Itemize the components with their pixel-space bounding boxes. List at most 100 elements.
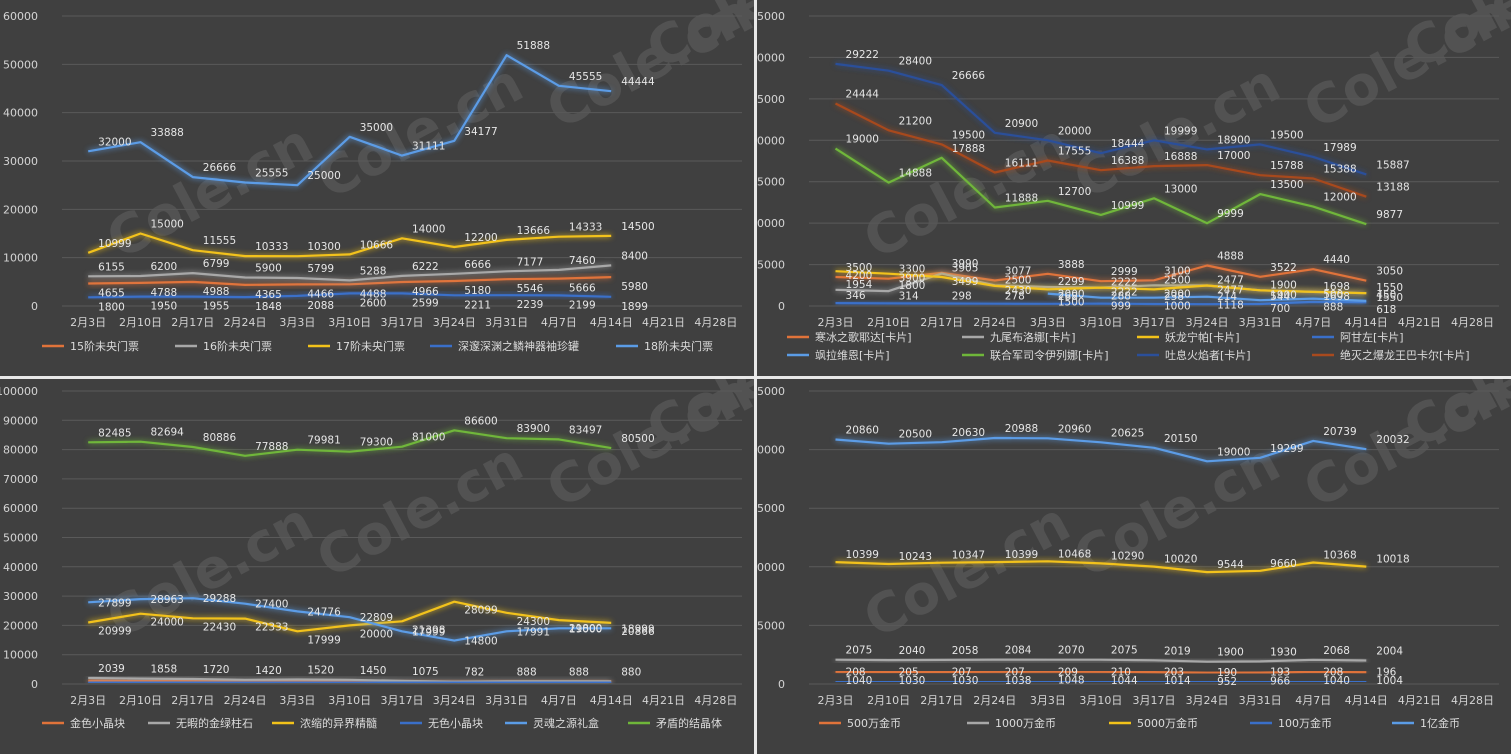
data-label: 10368 <box>1323 549 1356 561</box>
legend-item[interactable]: 矛盾的结晶体 <box>628 716 722 730</box>
data-label: 208 <box>1323 667 1343 679</box>
legend-item[interactable]: 500万金币 <box>819 716 901 730</box>
series-line <box>835 670 1367 674</box>
data-label: 5666 <box>569 283 596 295</box>
legend-item[interactable]: 17阶未央门票 <box>308 339 405 353</box>
legend-label: 500万金币 <box>847 716 901 730</box>
legend: 寒冰之歌耶达[卡片] 九尾布洛娜[卡片] 妖龙宁帕[卡片] 阿甘左[卡片] 飒拉维恩[卡… <box>787 330 1470 362</box>
x-tick-label: 2月24日 <box>224 316 267 329</box>
legend-item[interactable]: 吐息火焰者[卡片] <box>1137 348 1251 362</box>
series-2 <box>835 560 1367 574</box>
data-label: 3905 <box>952 263 979 275</box>
data-label: 9999 <box>1217 208 1244 220</box>
legend-item[interactable]: 联合军司令伊列娜[卡片] <box>962 348 1109 362</box>
legend-item[interactable]: 1000万金币 <box>967 716 1056 730</box>
data-label: 18999 <box>621 623 654 635</box>
x-tick-label: 2月17日 <box>920 694 963 707</box>
x-tick-label: 4月14日 <box>590 694 633 707</box>
legend-item[interactable]: 15阶未央门票 <box>42 339 139 353</box>
data-label: 80886 <box>203 432 237 444</box>
legend-label: 1亿金币 <box>1420 716 1460 730</box>
legend-item[interactable]: 深邃深渊之鳞神器袖珍罐 <box>430 339 579 353</box>
data-label: 16888 <box>1164 151 1197 163</box>
data-label: 288 <box>1111 291 1131 303</box>
y-tick-label: 30000 <box>3 155 38 168</box>
data-label: 7177 <box>517 256 544 268</box>
legend: 金色小晶块 无暇的金绿柱石 浓缩的异界精髓 无色小晶块 灵魂之源礼盒 矛盾的结晶体 <box>42 716 722 730</box>
data-label: 618 <box>1376 304 1396 316</box>
data-label: 20739 <box>1323 426 1356 438</box>
legend-item[interactable]: 无暇的金绿柱石 <box>148 716 253 730</box>
legend-item[interactable]: 灵魂之源礼盒 <box>505 716 599 730</box>
data-label: 1954 <box>846 279 873 291</box>
legend-item[interactable]: 九尾布洛娜[卡片] <box>962 330 1076 344</box>
y-tick-label: 25000 <box>757 385 785 398</box>
data-label: 278 <box>1005 291 1025 303</box>
x-tick-label: 4月14日 <box>1345 316 1388 329</box>
data-label: 1040 <box>846 675 873 687</box>
legend-item[interactable]: 1亿金币 <box>1392 716 1460 730</box>
x-tick-label: 3月17日 <box>1133 316 1176 329</box>
data-label: 209 <box>1058 667 1078 679</box>
data-label: 86600 <box>464 415 497 427</box>
x-tick-label: 2月24日 <box>973 316 1016 329</box>
legend-item[interactable]: 飒拉维恩[卡片] <box>787 348 890 362</box>
series-2 <box>88 600 612 633</box>
legend-item[interactable]: 5000万金币 <box>1109 716 1198 730</box>
data-label: 2211 <box>464 299 491 311</box>
x-tick-label: 4月7日 <box>1295 316 1331 329</box>
data-label: 1900 <box>1217 647 1244 659</box>
data-label: 1550 <box>1376 292 1403 304</box>
legend-item[interactable]: 浓缩的异界精髓 <box>272 716 377 730</box>
data-label: 51888 <box>517 40 550 52</box>
data-label: 1900 <box>1270 289 1297 301</box>
legend-item[interactable]: 寒冰之歌耶达[卡片] <box>787 330 912 344</box>
x-tick-label: 4月7日 <box>1295 694 1331 707</box>
series-7 <box>835 102 1367 198</box>
data-label: 21800 <box>569 623 602 635</box>
series-0 <box>835 670 1367 674</box>
data-label: 2000 <box>1058 288 1085 300</box>
y-tick-label: 60000 <box>3 502 38 515</box>
data-label: 8400 <box>621 250 648 262</box>
data-label: 14500 <box>621 221 654 233</box>
legend-item[interactable]: 无色小晶块 <box>400 716 483 730</box>
legend-item[interactable]: 妖龙宁帕[卡片] <box>1137 330 1240 344</box>
data-label: 19299 <box>1270 443 1303 455</box>
x-tick-label: 2月10日 <box>119 316 162 329</box>
series-line <box>88 54 612 187</box>
data-label: 2075 <box>846 645 873 657</box>
series-line <box>835 270 1367 295</box>
legend-item[interactable]: 绝灭之爆龙王巴卡尔[卡片] <box>1312 348 1470 362</box>
series-2 <box>87 232 612 258</box>
data-label: 26666 <box>203 162 237 174</box>
data-label: 16111 <box>1005 158 1038 170</box>
data-label: 268 <box>1058 291 1078 303</box>
data-label: 2019 <box>1164 645 1191 657</box>
data-label: 1848 <box>255 301 282 313</box>
legend-item[interactable]: 金色小晶块 <box>42 716 125 730</box>
data-label: 500 <box>1323 289 1343 301</box>
data-label: 20625 <box>1111 427 1144 439</box>
x-tick-label: 3月24日 <box>433 694 476 707</box>
data-label: 9544 <box>1217 559 1244 571</box>
legend-label: 无色小晶块 <box>428 716 483 730</box>
data-label: 17999 <box>307 634 340 646</box>
data-label: 2299 <box>1058 276 1085 288</box>
data-label: 1030 <box>952 675 979 687</box>
data-label: 19500 <box>952 129 985 141</box>
y-tick-label: 0 <box>31 300 38 313</box>
data-label: 10999 <box>98 238 131 250</box>
horizontal-divider <box>0 376 1511 379</box>
legend-item[interactable]: 18阶未央门票 <box>616 339 713 353</box>
data-label: 4966 <box>412 286 439 298</box>
data-label: 44444 <box>621 76 655 88</box>
legend-item[interactable]: 100万金币 <box>1250 716 1332 730</box>
data-label: 5980 <box>621 281 648 293</box>
data-label: 196 <box>1376 667 1396 679</box>
legend-item[interactable]: 阿甘左[卡片] <box>1312 331 1404 344</box>
legend-item[interactable]: 16阶未央门票 <box>175 339 272 353</box>
data-label: 782 <box>464 667 484 679</box>
